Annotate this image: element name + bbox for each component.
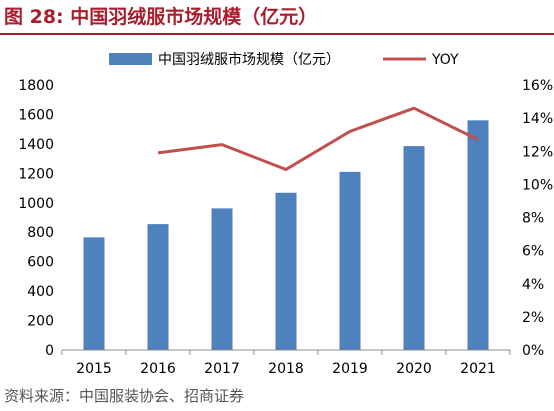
- left-axis: 0 200 400 600 800 1000 1200 1400 1600 1800: [18, 78, 54, 359]
- x-tick-label: 2016: [140, 361, 176, 377]
- figure-title: 图 28: 中国羽绒服市场规模（亿元）: [4, 6, 318, 28]
- legend-label-bars: 中国羽绒服市场规模（亿元）: [158, 51, 340, 68]
- x-tick-label: 2017: [204, 361, 240, 377]
- source-note: 资料来源：中国服装协会、招商证券: [4, 387, 245, 405]
- y-right-tick-label: 6%: [522, 244, 544, 260]
- y-left-tick-label: 600: [27, 255, 54, 271]
- y-left-tick-label: 800: [27, 225, 54, 241]
- bar-2019: [339, 171, 361, 350]
- x-axis: 2015 2016 2017 2018 2019 2020 2021: [61, 350, 511, 377]
- x-tick-label: 2018: [268, 361, 304, 377]
- bar-2020: [403, 146, 425, 350]
- x-tick-label: 2021: [460, 361, 496, 377]
- bar-2021: [467, 120, 489, 350]
- bar-2018: [275, 192, 297, 350]
- y-left-tick-label: 200: [27, 314, 54, 330]
- bar-2015: [83, 237, 105, 350]
- title-underline: [0, 33, 554, 35]
- y-right-tick-label: 8%: [522, 211, 544, 227]
- bar-2016: [147, 224, 169, 350]
- y-right-tick-label: 14%: [522, 111, 553, 127]
- y-right-tick-label: 10%: [522, 177, 553, 193]
- bar-2017: [211, 208, 233, 350]
- yoy-line-series: [157, 106, 479, 171]
- legend: 中国羽绒服市场规模（亿元） YOY: [109, 51, 459, 68]
- legend-label-line: YOY: [431, 52, 459, 68]
- y-left-tick-label: 1200: [18, 166, 54, 182]
- y-right-tick-label: 12%: [522, 144, 553, 160]
- legend-swatch-bars: [109, 53, 152, 65]
- x-tick-label: 2019: [332, 361, 368, 377]
- x-tick-label: 2015: [76, 361, 112, 377]
- y-right-tick-label: 2%: [522, 310, 544, 326]
- x-tick-label: 2020: [396, 361, 432, 377]
- y-right-tick-label: 0%: [522, 343, 544, 359]
- y-right-tick-label: 16%: [522, 78, 553, 94]
- yoy-line: [157, 106, 479, 171]
- y-left-tick-label: 1400: [18, 137, 54, 153]
- y-left-tick-label: 400: [27, 284, 54, 300]
- y-left-tick-label: 1600: [18, 107, 54, 123]
- y-left-tick-label: 1000: [18, 196, 54, 212]
- right-axis: 0% 2% 4% 6% 8% 10% 12% 14% 16%: [522, 78, 553, 359]
- bar-series: [83, 120, 489, 350]
- y-left-tick-label: 1800: [18, 78, 54, 94]
- y-left-tick-label: 0: [45, 343, 54, 359]
- y-right-tick-label: 4%: [522, 277, 544, 293]
